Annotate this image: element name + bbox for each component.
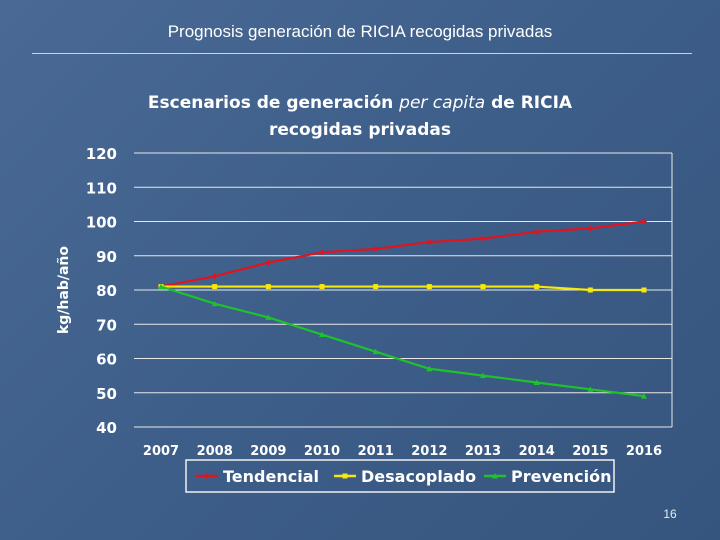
legend-label-prevencion: Prevención: [511, 467, 612, 486]
y-tick-label: 70: [96, 316, 117, 334]
data-point-tendencial: [211, 273, 218, 280]
x-tick-label: 2014: [519, 444, 555, 459]
data-point-tendencial: [319, 249, 325, 256]
y-tick-label: 90: [96, 248, 117, 266]
x-ticks: 2007 2008 2009 2010 2011 2012 2013 2014 2015 2016: [143, 444, 662, 459]
title-divider: [32, 53, 692, 54]
gridlines: [134, 152, 673, 428]
data-point-prevencion: [319, 331, 325, 338]
page-number: 16: [663, 507, 677, 521]
legend-label-desacoplado: Desacoplado: [361, 467, 476, 486]
data-point-tendencial: [587, 225, 594, 232]
data-point-prevencion: [533, 379, 540, 385]
y-ticks: 40 50 60 70 80 90 100 110 120: [86, 145, 117, 437]
y-tick-label: 50: [96, 385, 117, 403]
legend-marker-prevencion: [492, 473, 498, 479]
slide-title: Prognosis generación de RICIA recogidas …: [167, 22, 553, 41]
y-tick-label: 100: [86, 214, 117, 232]
legend-box: [185, 459, 615, 493]
data-point-desacoplado: [534, 284, 540, 290]
x-tick-label: 2012: [411, 444, 447, 459]
x-tick-label: 2007: [143, 444, 179, 459]
y-tick-label: 120: [86, 145, 117, 163]
data-point-prevencion: [372, 348, 379, 355]
x-tick-label: 2009: [250, 444, 286, 459]
data-point-prevencion: [158, 283, 164, 290]
series-lines: [158, 218, 647, 399]
legend-marker-tendencial: [204, 473, 210, 479]
legend: Tendencial Desacoplado Prevención: [185, 459, 615, 493]
data-point-desacoplado: [641, 287, 647, 293]
data-point-desacoplado: [480, 284, 486, 290]
data-point-tendencial: [533, 228, 540, 235]
data-point-desacoplado: [426, 284, 432, 290]
chart-title-line2: recogidas privadas: [269, 120, 451, 140]
data-point-tendencial: [372, 245, 379, 252]
data-point-desacoplado: [319, 284, 325, 290]
data-point-desacoplado: [587, 287, 593, 293]
data-point-desacoplado: [265, 284, 271, 290]
data-point-prevencion: [480, 372, 486, 379]
series-line-tendencial: [160, 220, 645, 288]
x-tick-label: 2016: [626, 444, 662, 459]
legend-label-tendencial: Tendencial: [223, 467, 319, 486]
series-line-prevencion: [160, 285, 645, 398]
data-point-tendencial: [641, 218, 647, 225]
y-tick-label: 60: [96, 351, 117, 369]
data-point-tendencial: [426, 239, 433, 246]
data-point-tendencial: [265, 259, 272, 266]
x-tick-label: 2010: [304, 444, 340, 459]
y-tick-label: 40: [96, 419, 117, 437]
data-point-desacoplado: [373, 284, 379, 290]
y-axis-label: kg/hab/año: [56, 246, 72, 334]
data-point-prevencion: [265, 314, 272, 320]
x-tick-label: 2015: [572, 444, 608, 459]
data-point-prevencion: [641, 393, 647, 399]
data-point-prevencion: [211, 300, 218, 307]
x-tick-label: 2011: [358, 444, 394, 459]
data-point-tendencial: [480, 235, 486, 242]
x-tick-label: 2013: [465, 444, 501, 459]
legend-marker-desacoplado: [342, 473, 348, 479]
data-point-prevencion: [587, 386, 594, 392]
chart-title-line1: Escenarios de generación per capita de R…: [148, 93, 573, 113]
series-line-desacoplado: [161, 285, 644, 292]
x-tick-label: 2008: [197, 444, 233, 459]
data-point-prevencion: [426, 365, 433, 372]
data-point-desacoplado: [212, 284, 218, 290]
y-tick-label: 80: [96, 282, 117, 300]
y-tick-label: 110: [86, 179, 117, 197]
